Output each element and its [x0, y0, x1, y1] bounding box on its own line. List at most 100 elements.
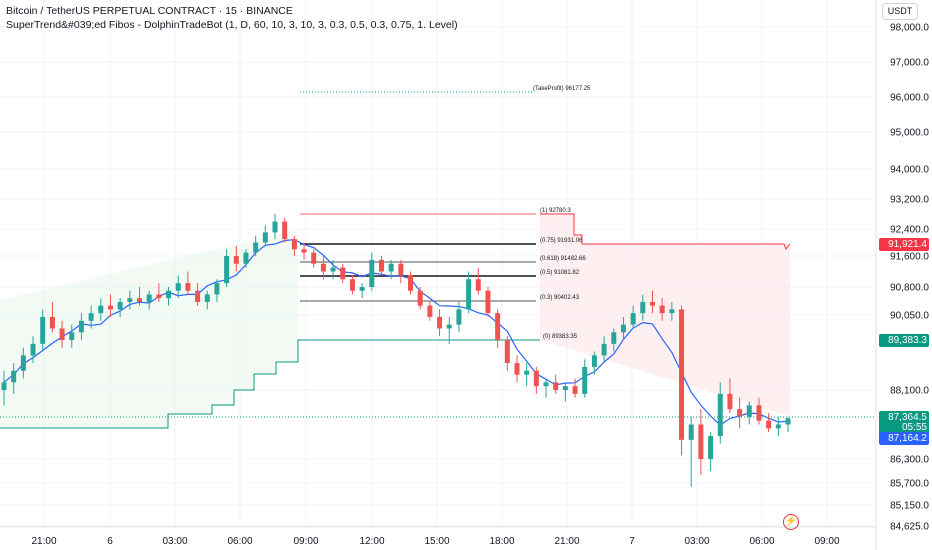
candle: [562, 382, 568, 402]
candle-body: [233, 256, 239, 264]
time-axis: 21:00 6 03:00 06:00 09:00 12:00 15:00 18:00 21:0…: [31, 536, 839, 547]
candle-body: [20, 355, 26, 371]
candle: [495, 309, 501, 348]
candle: [708, 432, 714, 471]
candle: [456, 301, 462, 333]
candle: [69, 324, 75, 348]
candle: [775, 416, 781, 436]
candle-body: [727, 393, 733, 410]
candle-body: [630, 313, 636, 325]
candle-body: [775, 424, 781, 429]
candlestick-series: [1, 214, 791, 487]
candle-body: [166, 290, 172, 299]
candle: [359, 283, 365, 299]
price-tick: 95,000.0: [890, 128, 929, 139]
candle-body: [688, 424, 694, 440]
currency-button[interactable]: USDT: [882, 3, 918, 20]
candle-body: [59, 328, 65, 340]
candle: [572, 378, 578, 398]
candle-body: [582, 366, 588, 394]
candle: [717, 382, 723, 444]
candle: [166, 287, 172, 306]
candle-body: [456, 309, 462, 325]
candle-body: [185, 283, 191, 291]
candle-body: [524, 370, 530, 375]
candle-body: [195, 290, 201, 302]
candle-body: [204, 294, 210, 302]
candle-body: [437, 316, 443, 329]
candle: [369, 252, 375, 291]
candle-body: [291, 239, 297, 250]
candle: [146, 290, 152, 310]
time-tick: 18:00: [489, 536, 514, 547]
candle-body: [756, 405, 762, 421]
candle: [591, 351, 597, 375]
upper-trend-badge: 91,921.4: [879, 238, 929, 251]
candle: [630, 305, 636, 329]
candle: [320, 256, 326, 280]
price-tick: 91,600.0: [890, 252, 929, 263]
price-tick: 92,400.0: [890, 225, 929, 236]
candle-body: [156, 294, 162, 299]
candle-body: [88, 313, 94, 321]
candle: [107, 294, 113, 317]
candle-body: [369, 259, 375, 287]
take-profit-label: (TakeProfit) 96177.25: [533, 86, 591, 92]
time-tick: 09:00: [293, 536, 318, 547]
candle-body: [466, 279, 472, 310]
price-tick: 90,050.0: [890, 311, 929, 322]
candle-body: [698, 424, 704, 459]
last-price-badge: 87,364.5: [879, 411, 929, 424]
candle: [466, 271, 472, 314]
candle: [340, 263, 346, 284]
candle: [746, 401, 752, 425]
candle-body: [553, 382, 559, 390]
trend-fills: [0, 214, 790, 428]
candle-body: [349, 279, 355, 291]
candle-body: [601, 343, 607, 356]
candle: [533, 366, 539, 394]
fib-level-label: (0.3) 90402.43: [540, 295, 580, 301]
price-tick: 94,000.0: [890, 165, 929, 176]
candle: [301, 242, 307, 260]
symbol-title[interactable]: Bitcoin / TetherUS PERPETUAL CONTRACT · …: [6, 5, 293, 17]
candle: [446, 316, 452, 344]
candle: [262, 225, 268, 246]
candle-body: [504, 340, 510, 364]
candle-body: [388, 263, 394, 272]
supertrend-line: [3, 239, 789, 426]
candle: [204, 290, 210, 310]
candle-body: [572, 386, 578, 394]
candle-body: [446, 324, 452, 329]
candle: [756, 397, 762, 425]
price-tick: 90,800.0: [890, 283, 929, 294]
resistance-area: [540, 214, 790, 416]
candle-body: [766, 420, 772, 429]
time-tick: 7: [629, 536, 635, 547]
candle-body: [562, 386, 568, 390]
price-tick: 93,200.0: [890, 195, 929, 206]
indicator-title[interactable]: SuperTrend&#039;ed Fibos - DolphinTradeB…: [6, 19, 458, 31]
candle-body: [214, 283, 220, 295]
time-tick: 06:00: [227, 536, 252, 547]
fib-level-label: (0) 89383.35: [543, 334, 578, 340]
candle-body: [485, 290, 491, 314]
price-tick: 98,000.0: [890, 23, 929, 34]
candle: [659, 298, 665, 321]
resistance-step-line: [540, 213, 791, 250]
fib-level-label: (1) 92780.3: [540, 208, 571, 214]
candle: [378, 256, 384, 276]
candle-body: [301, 249, 307, 253]
fib-level-label: (0.75) 91931.06: [540, 238, 583, 244]
candle: [30, 336, 36, 364]
candle: [233, 245, 239, 272]
candle-body: [98, 305, 104, 314]
tradingview-logo-icon[interactable]: ⚡: [783, 514, 799, 530]
time-tick: 21:00: [554, 536, 579, 547]
candle-body: [495, 313, 501, 340]
time-tick: 09:00: [814, 536, 839, 547]
candle: [785, 416, 791, 433]
candle: [524, 363, 530, 387]
candle: [127, 290, 133, 310]
